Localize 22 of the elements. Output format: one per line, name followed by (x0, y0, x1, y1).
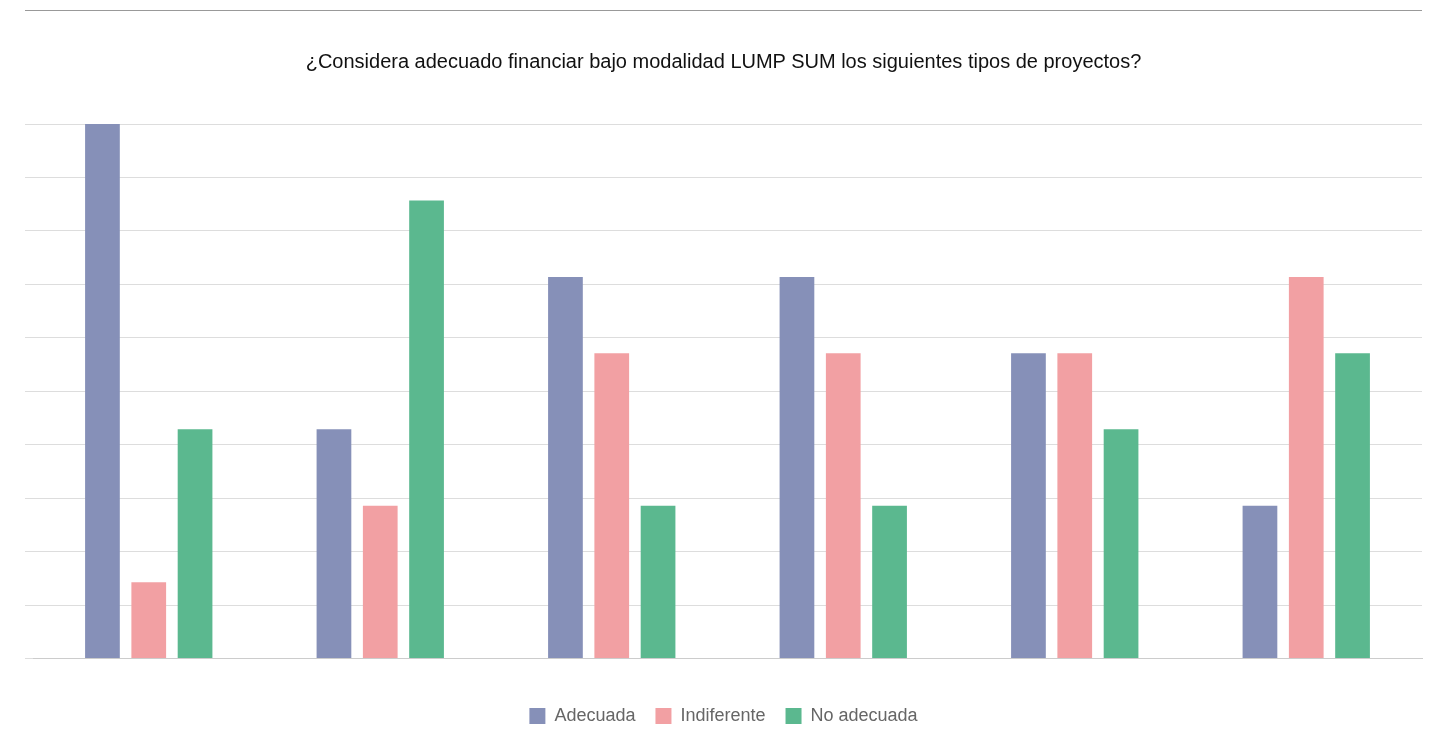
bar (779, 276, 815, 659)
bar (362, 505, 398, 659)
bar (85, 124, 120, 659)
bar (1057, 353, 1093, 659)
bar (131, 582, 167, 659)
bar (1011, 353, 1046, 659)
bar (1288, 276, 1324, 659)
bar (548, 276, 583, 659)
bar (177, 429, 213, 659)
bar (409, 200, 444, 659)
legend-label: Indiferente (680, 704, 766, 725)
legend-label: No adecuada (810, 704, 919, 725)
chart-title: ¿Considera adecuado financiar bajo modalidad LUMP SUM los siguientes tipos de proyectos? (305, 49, 1142, 72)
bar (640, 505, 676, 659)
bar (1242, 505, 1278, 659)
bar (316, 429, 352, 659)
legend-label: Adecuada (554, 704, 637, 725)
bar (825, 353, 861, 659)
bar (872, 505, 907, 659)
bar (1335, 353, 1370, 659)
bar (594, 353, 630, 659)
bar (1103, 429, 1139, 659)
